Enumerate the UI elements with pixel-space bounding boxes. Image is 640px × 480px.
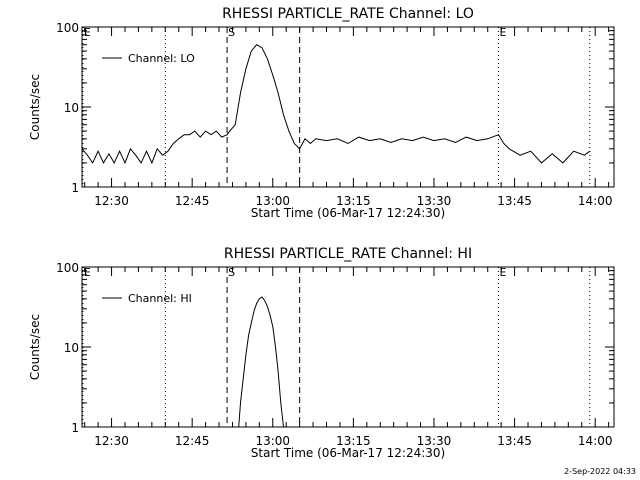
x-tick-label: 12:30 — [94, 194, 129, 208]
chart-title: RHESSI PARTICLE_RATE Channel: HI — [224, 246, 472, 262]
x-tick-label: 13:30 — [417, 194, 452, 208]
time-marker-label: S — [228, 26, 235, 39]
x-tick-label: 13:45 — [497, 434, 532, 448]
plot-frame — [81, 266, 615, 428]
y-tick-label: 100 — [56, 261, 79, 275]
chart-panel-hi: RHESSI PARTICLE_RATE Channel: HI 1 10 100 12… — [28, 246, 615, 460]
x-tick-label: 12:30 — [94, 434, 129, 448]
x-tick-label: 13:00 — [255, 434, 290, 448]
time-marker-label: E — [499, 266, 506, 279]
x-tick-label: 12:45 — [175, 194, 210, 208]
y-tick-label: 10 — [64, 101, 79, 115]
footer-date: 2-Sep-2022 04:33 — [564, 467, 636, 476]
y-tick-label: 1 — [71, 181, 79, 195]
time-marker-label: E — [499, 26, 506, 39]
x-tick-label: 13:15 — [336, 194, 371, 208]
x-tick-label: 14:00 — [578, 434, 613, 448]
time-marker-label: E — [84, 26, 91, 39]
plot-frame — [81, 26, 615, 188]
y-axis-label: Counts/sec — [28, 314, 42, 380]
legend-label: Channel: LO — [128, 52, 195, 65]
y-tick-label: 1 — [71, 421, 79, 435]
x-tick-label: 14:00 — [578, 194, 613, 208]
x-tick-label: 13:45 — [497, 194, 532, 208]
chart-panel-lo: RHESSI PARTICLE_RATE Channel: LO 1 10 100 12… — [28, 6, 615, 220]
x-axis-label: Start Time (06-Mar-17 12:24:30) — [251, 446, 445, 460]
y-axis-label: Counts/sec — [28, 74, 42, 140]
x-tick-label: 13:15 — [336, 434, 371, 448]
y-tick-label: 100 — [56, 21, 79, 35]
x-axis-label: Start Time (06-Mar-17 12:24:30) — [251, 206, 445, 220]
y-tick-label: 10 — [64, 341, 79, 355]
x-tick-label: 12:45 — [175, 434, 210, 448]
series-line — [238, 296, 284, 428]
time-marker-label: E — [84, 266, 91, 279]
x-tick-label: 13:30 — [417, 434, 452, 448]
x-tick-label: 13:00 — [255, 194, 290, 208]
time-marker-label: S — [228, 266, 235, 279]
legend-label: Channel: HI — [128, 292, 192, 305]
series-line — [81, 44, 591, 165]
chart-title: RHESSI PARTICLE_RATE Channel: LO — [222, 6, 474, 22]
